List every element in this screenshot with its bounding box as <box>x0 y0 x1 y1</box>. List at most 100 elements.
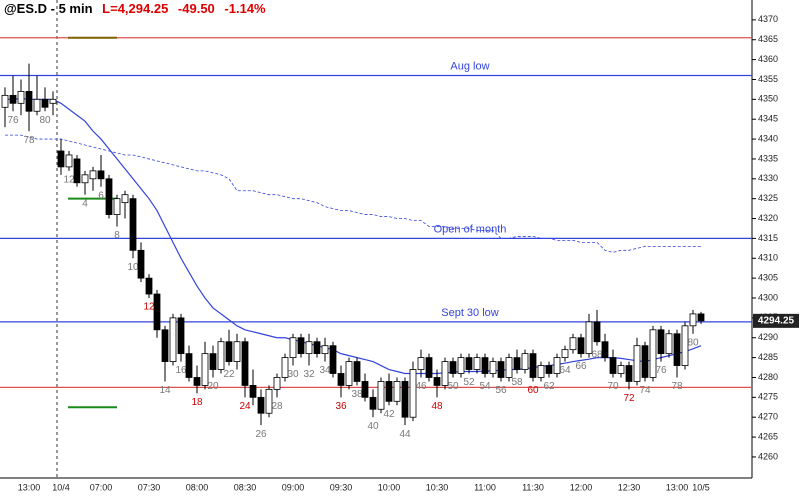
candle-body <box>561 349 569 359</box>
bar-label: 52 <box>463 377 475 388</box>
candle-body <box>625 365 633 382</box>
candle-body <box>409 369 417 418</box>
candle-body <box>673 333 681 366</box>
y-tick-label: 4315 <box>758 233 778 243</box>
y-tick-label: 4345 <box>758 114 778 124</box>
bar-label: 48 <box>431 401 443 412</box>
bar-label: 12 <box>63 174 75 185</box>
candle-body <box>241 341 249 386</box>
candle-body <box>185 353 193 378</box>
level-label: Open of month <box>434 223 507 235</box>
candle-body <box>505 357 513 378</box>
x-tick-label: 10/4 <box>52 482 70 492</box>
bar-label: 68 <box>591 349 603 360</box>
bar-label: 30 <box>287 369 299 380</box>
bar-label: 60 <box>527 385 539 396</box>
candle-body <box>369 396 377 410</box>
y-tick-label: 4330 <box>758 173 778 183</box>
last-price: 4294.25 <box>758 315 795 326</box>
x-tick-label: 08:30 <box>234 482 257 492</box>
y-tick-label: 4280 <box>758 372 778 382</box>
y-tick-label: 4320 <box>758 213 778 223</box>
candle-body <box>321 345 329 355</box>
x-tick-label: 10/5 <box>692 482 710 492</box>
bar-label: 6 <box>98 190 104 201</box>
candle-body <box>449 361 457 374</box>
bar-label: 76 <box>655 365 667 376</box>
x-tick-label: 07:00 <box>90 482 113 492</box>
x-tick-label: 12:30 <box>618 482 641 492</box>
candle-body <box>257 396 265 414</box>
x-tick-label: 12:00 <box>570 482 593 492</box>
bar-label: 24 <box>239 401 251 412</box>
y-tick-label: 4290 <box>758 332 778 342</box>
change-pct: -1.14% <box>224 1 266 16</box>
candle-body <box>601 341 609 359</box>
candle-body <box>665 333 673 355</box>
candle-body <box>73 158 81 184</box>
bar-label: 66 <box>575 361 587 372</box>
y-tick-label: 4260 <box>758 451 778 461</box>
candle-body <box>433 377 441 386</box>
x-tick-label: 10:30 <box>426 482 449 492</box>
bar-label: 64 <box>559 365 571 376</box>
candle-body <box>57 150 65 168</box>
candle-body <box>545 365 553 374</box>
bar-label: 56 <box>495 385 507 396</box>
bar-label: 44 <box>399 429 411 440</box>
candle-body <box>153 293 161 331</box>
candle-body <box>137 249 145 279</box>
bar-label: 26 <box>255 429 267 440</box>
x-tick-label: 08:00 <box>186 482 209 492</box>
level-label: Sept 30 low <box>441 307 499 319</box>
candle-body <box>113 198 121 215</box>
bar-label: 72 <box>623 393 635 404</box>
candle-body <box>377 381 385 410</box>
candle-body <box>17 90 25 104</box>
bar-label: 10 <box>127 262 139 273</box>
candle-body <box>593 321 601 343</box>
header: @ES.D - 5 min L=4,294.25 -49.50 -1.14% <box>4 1 266 16</box>
x-tick-label: 13:00 <box>18 482 41 492</box>
bar-label: 46 <box>415 381 427 392</box>
candle-body <box>641 345 649 378</box>
change: -49.50 <box>178 1 215 16</box>
y-tick-label: 4325 <box>758 193 778 203</box>
y-tick-label: 4370 <box>758 14 778 24</box>
candle-body <box>617 365 625 374</box>
bar-label: 62 <box>543 381 555 392</box>
candle-body <box>265 388 273 414</box>
candle-body <box>633 345 641 382</box>
candle-body <box>385 381 393 402</box>
y-tick-label: 4300 <box>758 292 778 302</box>
bar-label: 80 <box>39 115 51 126</box>
bar-label: 22 <box>223 369 235 380</box>
bar-label: 40 <box>367 421 379 432</box>
candle-body <box>41 98 49 108</box>
bar-label: 70 <box>607 381 619 392</box>
x-tick-label: 11:00 <box>474 482 496 492</box>
level-label: Aug low <box>450 60 489 72</box>
candle-body <box>457 357 465 374</box>
candle-body <box>217 341 225 370</box>
y-tick-label: 4310 <box>758 253 778 263</box>
candle-body <box>689 313 697 327</box>
bar-label: 32 <box>303 369 315 380</box>
candle-body <box>305 341 313 355</box>
candle-body <box>1 94 9 108</box>
bar-label: 42 <box>383 409 395 420</box>
candle-body <box>313 341 321 355</box>
candle-body <box>225 341 233 362</box>
candle-body <box>361 381 369 398</box>
candle-body <box>89 170 97 180</box>
candle-body <box>81 174 89 184</box>
x-tick-label: 09:30 <box>330 482 353 492</box>
bar-label: 80 <box>687 337 699 348</box>
candle-body <box>649 329 657 378</box>
x-tick-label: 07:30 <box>138 482 161 492</box>
y-tick-label: 4335 <box>758 153 778 163</box>
bar-label: 58 <box>511 377 523 388</box>
candle-body <box>489 361 497 374</box>
